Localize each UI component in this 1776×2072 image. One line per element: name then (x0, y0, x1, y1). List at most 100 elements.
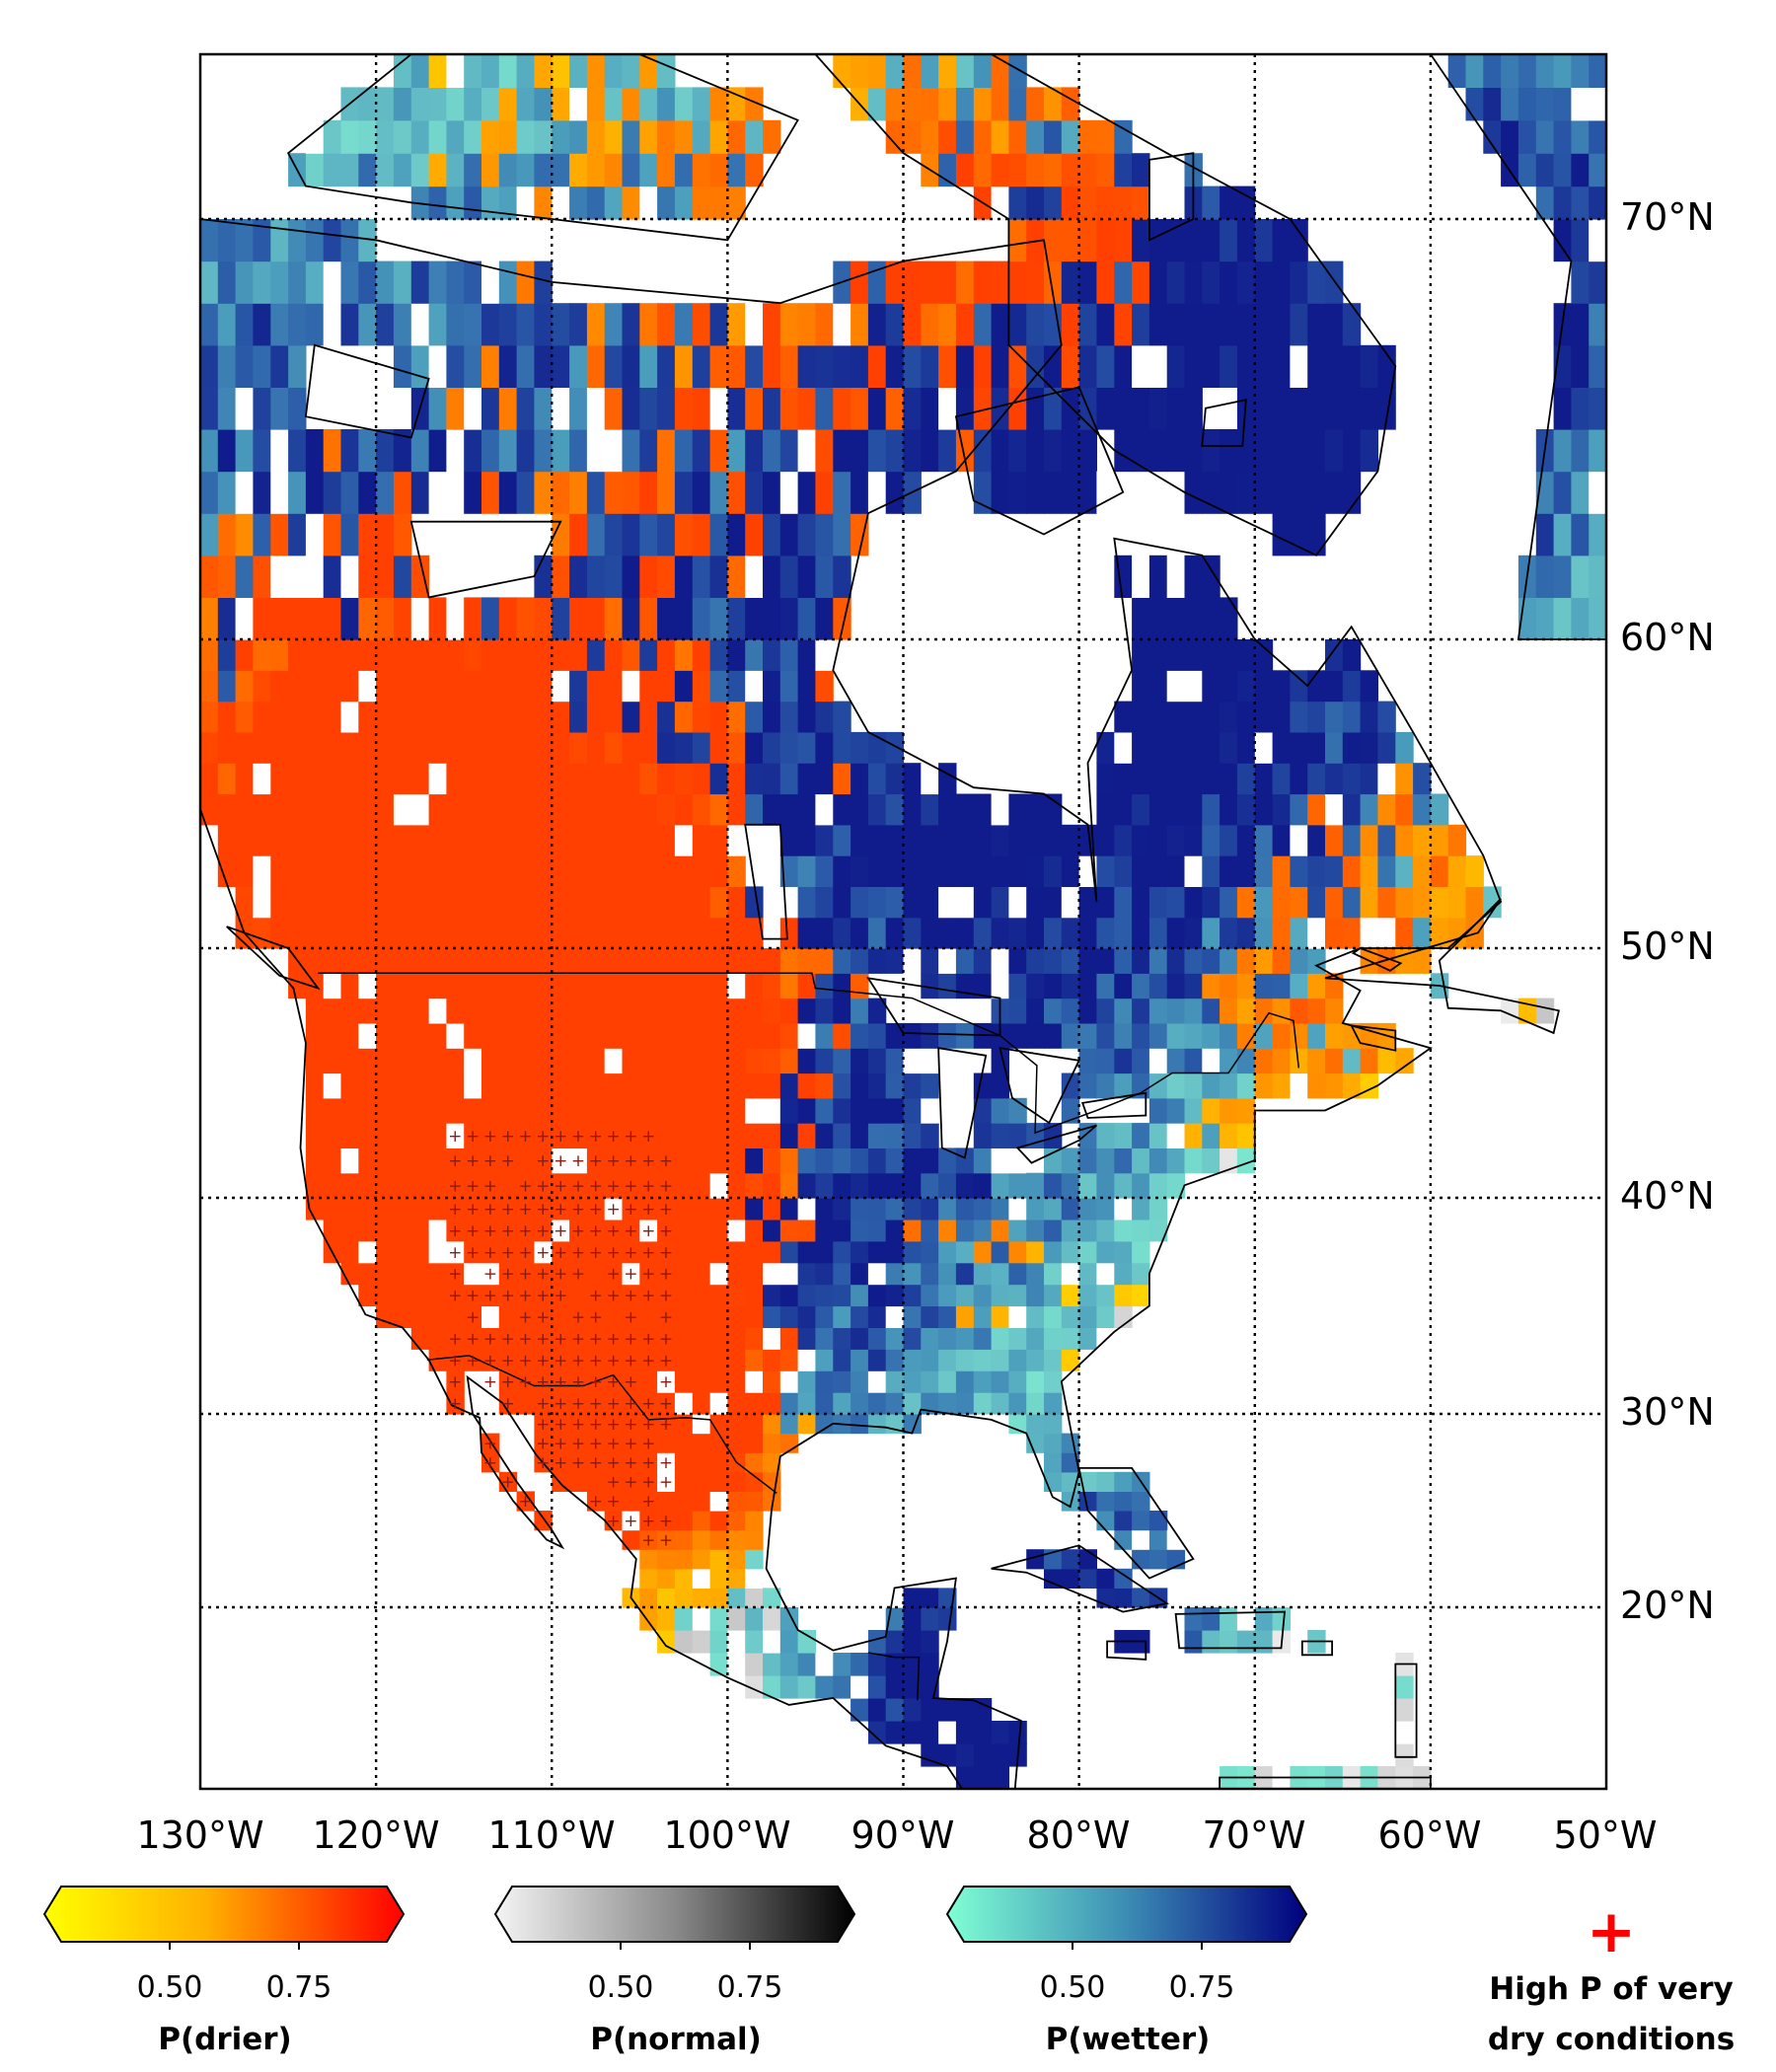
grid-cell (763, 1073, 781, 1099)
grid-cell (1325, 1022, 1344, 1049)
grid-cell (393, 824, 412, 856)
very-dry-marker: + (536, 1221, 550, 1241)
grid-cell (235, 429, 254, 473)
very-dry-marker: + (624, 1308, 637, 1328)
very-dry-marker: + (536, 1200, 550, 1220)
grid-cell (1044, 973, 1063, 999)
grid-cell (1061, 1549, 1080, 1570)
grid-cell (393, 54, 412, 88)
grid-cell (938, 1198, 957, 1221)
grid-cell (1132, 303, 1150, 346)
coastline (200, 218, 1503, 1789)
grid-cell (217, 855, 237, 887)
grid-cell (569, 1172, 588, 1199)
grid-cell (534, 1262, 553, 1286)
grid-cell (1307, 1022, 1326, 1049)
grid-cell (763, 1198, 781, 1221)
grid-cell (552, 1097, 570, 1124)
grid-cell (1220, 1048, 1238, 1074)
grid-cell (833, 1123, 851, 1148)
grid-cell (991, 1097, 1009, 1124)
grid-cell (340, 886, 359, 919)
grid-cell (1220, 639, 1238, 671)
grid-cell (991, 1198, 1009, 1221)
grid-cell (851, 1675, 869, 1699)
grid-cell (833, 1327, 851, 1350)
grid-cell (709, 1123, 728, 1148)
grid-cell (745, 639, 764, 671)
grid-cell (1148, 824, 1168, 856)
grid-cell (428, 1262, 447, 1286)
grid-cell (885, 1370, 905, 1393)
very-dry-marker: + (641, 1329, 655, 1349)
grid-cell (552, 948, 570, 974)
grid-cell (1148, 731, 1168, 764)
grid-cell (305, 886, 325, 919)
grid-cell (622, 701, 640, 733)
grid-cell (446, 793, 465, 826)
grid-cell (1202, 948, 1221, 974)
grid-cell (921, 886, 939, 919)
grid-cell (1008, 1305, 1027, 1328)
very-dry-marker: + (589, 1394, 603, 1414)
very-dry-marker: + (606, 1372, 620, 1392)
grid-cell (692, 1147, 711, 1174)
grid-cell (938, 1284, 957, 1307)
grid-cell (851, 1653, 869, 1676)
grid-cell (516, 917, 535, 949)
grid-cell (498, 1305, 518, 1328)
grid-cell (867, 1327, 887, 1350)
grid-cell (851, 1219, 869, 1242)
grid-cell (1202, 260, 1221, 304)
grid-cell (393, 303, 412, 346)
grid-cell (446, 763, 465, 795)
grid-cell (745, 973, 764, 999)
grid-cell (921, 1698, 939, 1722)
grid-cell (323, 153, 342, 187)
grid-cell (604, 344, 624, 388)
grid-cell (674, 1471, 694, 1492)
grid-cell (938, 1262, 957, 1286)
grid-cell (1044, 855, 1063, 887)
grid-cell (498, 387, 518, 430)
grid-cell (1148, 948, 1168, 974)
grid-cell (323, 1073, 342, 1099)
grid-cell (727, 1370, 746, 1393)
grid-cell (1254, 973, 1274, 999)
grid-cell (657, 1568, 676, 1589)
coastline (1351, 946, 1403, 972)
grid-cell (569, 387, 588, 430)
lat-label: 30°N (1620, 1390, 1715, 1434)
grid-cell (1132, 855, 1150, 887)
grid-cell (763, 1048, 781, 1074)
grid-cell (851, 1172, 869, 1199)
grid-cell (745, 1392, 764, 1415)
grid-cell (639, 597, 658, 640)
grid-cell (955, 429, 975, 473)
grid-cell (885, 763, 905, 795)
grid-cell (516, 1392, 535, 1415)
grid-cell (622, 1198, 640, 1221)
grid-cell (727, 1511, 746, 1531)
grid-cell (1220, 1630, 1238, 1654)
grid-cell (446, 119, 465, 154)
grid-cell (481, 886, 500, 919)
grid-cell (534, 344, 553, 388)
grid-cell (410, 429, 430, 473)
grid-cell (1272, 260, 1291, 304)
grid-cell (1096, 1471, 1115, 1492)
grid-cell (1008, 54, 1027, 88)
grid-cell (955, 824, 975, 856)
colorbar-tick: 0.50 (137, 1970, 203, 2005)
grid-cell (1061, 1073, 1080, 1099)
grid-cell (622, 1392, 640, 1415)
grid-cell (1395, 1675, 1414, 1699)
grid-cell (991, 1370, 1009, 1393)
grid-cell (639, 1327, 658, 1350)
grid-cell (516, 1414, 535, 1435)
grid-cell (1096, 303, 1115, 346)
grid-cell (991, 153, 1009, 187)
grid-cell (534, 973, 553, 999)
grid-cell (833, 344, 851, 388)
grid-cell (1360, 344, 1378, 388)
